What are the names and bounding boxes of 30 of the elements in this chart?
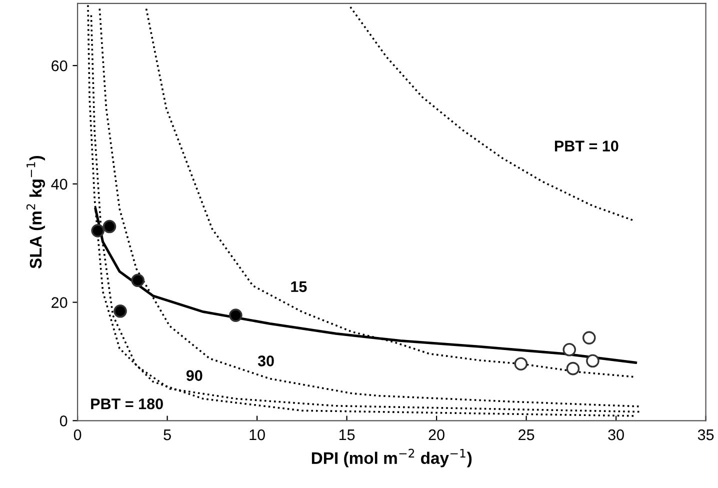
point <box>566 362 580 376</box>
point <box>586 354 600 368</box>
point <box>114 304 127 318</box>
x-tick-label: 25 <box>518 429 534 440</box>
annotation: PBT = 10 <box>554 140 618 152</box>
x-axis-title: DPI (mol m$^{−2}$ day$^{−1}$) <box>312 448 472 468</box>
annotation: 15 <box>291 281 307 292</box>
line-series <box>349 6 635 222</box>
point <box>91 224 104 238</box>
y-tick-label: 0 <box>60 416 68 426</box>
y-tick-label: 40 <box>51 178 68 190</box>
y-tick-label: 60 <box>52 60 68 72</box>
x-tick-label: 30 <box>608 429 624 440</box>
x-tick-label: 35 <box>698 429 714 440</box>
point <box>582 331 596 344</box>
x-tick-label: 5 <box>164 430 171 440</box>
point <box>562 342 576 356</box>
point <box>229 308 242 322</box>
point <box>102 220 116 234</box>
y-tick-label: 20 <box>52 297 68 308</box>
x-tick-label: 10 <box>250 429 265 440</box>
x-tick-label: 0 <box>74 429 82 440</box>
point <box>514 357 528 370</box>
x-tick-label: 15 <box>339 430 355 440</box>
point <box>131 274 144 288</box>
annotation: PBT = 180 <box>91 398 163 410</box>
x-tick-label: 20 <box>428 429 444 440</box>
y-axis-title: SLA (m$^{2}$ kg$^{−1}$) <box>26 156 46 268</box>
annotation: 30 <box>258 356 274 366</box>
annotation: 90 <box>186 370 202 381</box>
